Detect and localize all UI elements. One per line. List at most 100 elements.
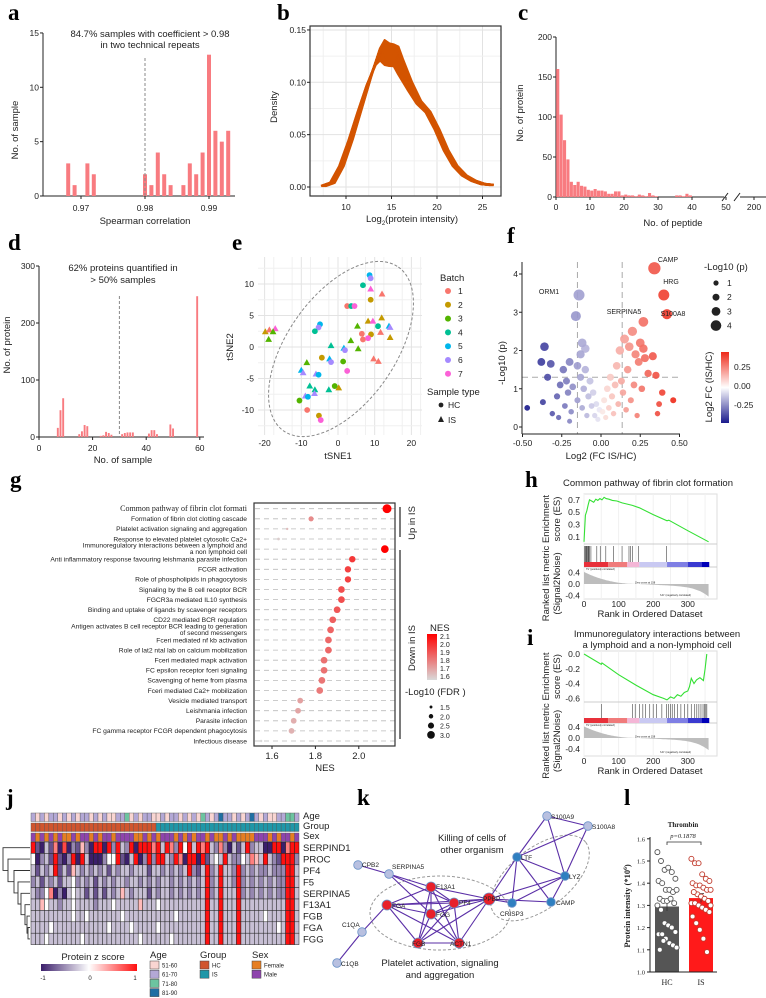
annotation-cell-group: [111, 822, 117, 832]
enrichment-score-curve: [583, 653, 708, 701]
rank-color-strip: [639, 718, 668, 723]
x-tick-label: 20: [619, 202, 629, 212]
volcano-point: [656, 401, 663, 407]
heatmap-cell: [187, 910, 193, 923]
annotation-cell-age: [84, 812, 90, 822]
network-node-label: ACTN1: [450, 941, 472, 948]
heatmap-cell: [142, 887, 148, 900]
histogram-bar: [169, 424, 172, 437]
annotation-cell-group: [133, 822, 139, 832]
annotation-cell-group: [146, 822, 152, 832]
heatmap-cell: [258, 898, 264, 911]
annotation-cell-group: [137, 822, 143, 832]
histogram-bar: [597, 190, 601, 197]
network-edge: [550, 875, 566, 903]
color-scale-label: 2.0: [440, 642, 450, 649]
heatmap-cell: [70, 910, 76, 923]
legend-size-dot: [712, 293, 720, 301]
volcano-point: [638, 316, 649, 327]
annotation-cell-age: [53, 812, 58, 822]
sample-point-hc: [367, 275, 374, 282]
volcano-point: [568, 408, 574, 415]
x-axis-label: tSNE1: [324, 451, 351, 462]
heatmap-cell: [133, 910, 139, 923]
x-tick-label: 100: [612, 756, 626, 766]
annotation-cell-age: [62, 812, 67, 822]
heatmap-cell: [44, 841, 50, 854]
rank-color-strip: [701, 562, 710, 567]
volcano-point: [652, 371, 660, 379]
histogram-bar: [624, 194, 628, 197]
density-curve: [325, 39, 495, 188]
histogram-bar: [121, 434, 124, 437]
annotation-cell-sex: [97, 832, 103, 842]
heatmap-cell: [88, 864, 94, 877]
heatmap-cell: [160, 841, 166, 854]
legend-label: 71-80: [162, 982, 178, 988]
pathway-label: FCGR activation: [198, 567, 247, 574]
volcano-point: [670, 397, 677, 404]
sample-point-is: [364, 317, 372, 324]
heatmap-cell: [44, 932, 50, 945]
heatmap-cell: [124, 875, 130, 888]
heatmap-cell: [191, 898, 197, 911]
heatmap-cell: [267, 887, 273, 900]
network-node-label: FGA: [392, 903, 406, 910]
histogram-bar: [66, 163, 71, 196]
heatmap-cell: [227, 853, 233, 866]
rank-color-strip: [687, 718, 702, 723]
annotation-cell-group: [222, 822, 228, 832]
heatmap-cell: [84, 841, 90, 854]
network-edge: [361, 904, 388, 933]
heatmap-cell: [196, 864, 201, 877]
histogram-bar: [194, 174, 199, 196]
sample-point-hc: [344, 303, 351, 309]
heatmap-cell: [236, 841, 242, 854]
pathway-label: Fceri mediated Ca2+ mobilization: [148, 688, 248, 695]
heatmap-cell: [151, 864, 157, 877]
annotation-cell-age: [213, 812, 219, 822]
panel-label-l: l: [624, 785, 630, 810]
heatmap-cell: [39, 898, 45, 911]
heatmap-cell: [57, 932, 63, 945]
heatmap-cell: [285, 853, 291, 866]
heatmap-cell: [191, 841, 197, 854]
positive-correlation-label: 'IS' (positively correlated): [586, 567, 615, 571]
heatmap-cell: [289, 932, 295, 945]
pathway-label: Antigen activates B cell receptor BCR le…: [71, 623, 247, 630]
heatmap-cell: [263, 841, 268, 854]
nes-dot: [344, 576, 352, 583]
y-tick-label: 200: [21, 318, 35, 328]
heatmap-cell: [263, 853, 268, 866]
heatmap-cell: [236, 910, 242, 923]
data-point-hc: [671, 900, 678, 907]
sample-point-is: [378, 290, 386, 297]
heatmap-cell: [70, 932, 76, 945]
heatmap-cell: [213, 875, 219, 888]
heatmap-cell: [93, 932, 99, 945]
y-tick-label: 100: [21, 375, 35, 385]
histogram-bar: [634, 196, 638, 197]
y-tick-label: 2: [513, 346, 518, 356]
heatmap-cell: [124, 910, 130, 923]
heatmap-cell: [245, 864, 251, 877]
rank-color-strip: [584, 718, 609, 723]
histogram-bar: [566, 159, 570, 197]
sample-point-is: [327, 342, 335, 349]
heatmap-cell: [35, 864, 41, 877]
heatmap-cell: [70, 875, 76, 888]
x-axis-label: Rank in Ordered Dataset: [597, 766, 702, 777]
legend-label: 5: [458, 341, 463, 351]
heatmap-cell: [137, 910, 143, 923]
volcano-point: [627, 397, 634, 404]
y-tick-label: 15: [30, 28, 40, 38]
heatmap-cell: [187, 853, 193, 866]
gene-row-label: FGG: [303, 934, 324, 945]
heatmap-cell: [106, 932, 112, 945]
legend-label: 2.5: [440, 724, 450, 731]
x-tick-label: 30: [653, 202, 663, 212]
heatmap-cell: [84, 887, 90, 900]
data-point-hc: [667, 895, 674, 902]
legend-label: 3: [458, 314, 463, 324]
network-node-c1qb: [332, 958, 342, 968]
